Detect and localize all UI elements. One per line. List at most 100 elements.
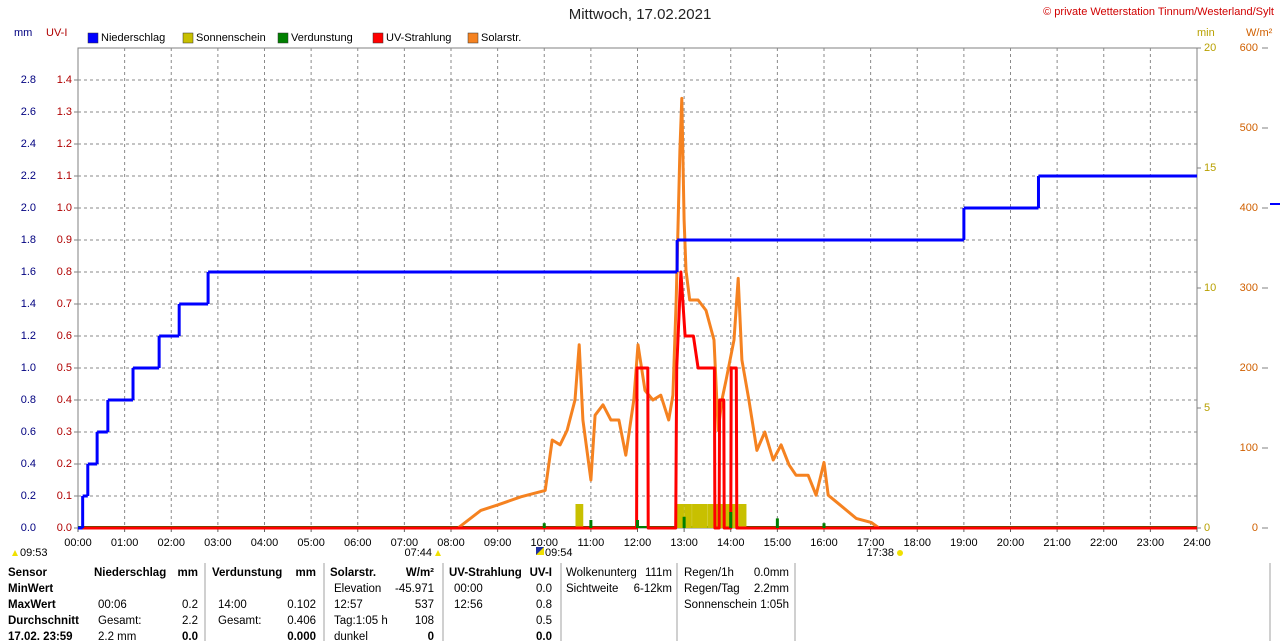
column-header: Solarstr. [330, 567, 376, 579]
series-line [78, 270, 1197, 530]
info-label: Sonnenschein [684, 599, 757, 611]
info-value: 2.2mm [754, 583, 789, 595]
x-tick-label: 04:00 [251, 537, 279, 549]
column-unit: mm [178, 567, 198, 579]
y-tick-label: 200 [1240, 362, 1258, 374]
y-tick-label: 1.1 [57, 170, 72, 182]
bar [738, 504, 747, 528]
x-tick-label: 13:00 [670, 537, 698, 549]
chart-title: Mittwoch, 17.02.2021 [569, 6, 712, 23]
cell-label: 00:06 [98, 599, 127, 611]
y-tick-label: 2.6 [21, 106, 36, 118]
y-tick-label: 1.8 [21, 234, 36, 246]
x-tick-label: 06:00 [344, 537, 372, 549]
y-tick-label: 2.2 [21, 170, 36, 182]
column-header: Niederschlag [94, 567, 166, 579]
cell-value: 0.0 [536, 631, 552, 641]
y-tick-label: 0.5 [57, 362, 72, 374]
cell-value: 0.000 [287, 631, 316, 641]
bar [542, 523, 546, 528]
x-tick-label: 22:00 [1090, 537, 1118, 549]
y-tick-label: 10 [1204, 282, 1216, 294]
cell-label: Elevation [334, 583, 381, 595]
y-tick-label: 1.6 [21, 266, 36, 278]
y-tick-label: 15 [1204, 162, 1216, 174]
info-label: Sichtweite [566, 583, 618, 595]
y-tick-label: 2.0 [21, 202, 36, 214]
y-tick-label: 0.7 [57, 298, 72, 310]
bar [692, 504, 700, 528]
x-tick-label: 07:00 [391, 537, 419, 549]
cell-value: 0.8 [536, 599, 552, 611]
cell-label: Gesamt: [98, 615, 141, 627]
x-tick-label: 21:00 [1043, 537, 1071, 549]
x-tick-label: 01:00 [111, 537, 139, 549]
y-tick-label: 400 [1240, 202, 1258, 214]
copyright: © private Wetterstation Tinnum/Westerlan… [1043, 6, 1274, 18]
x-tick-label: 14:00 [717, 537, 745, 549]
column-unit: W/m² [406, 567, 434, 579]
cell-value: 0.406 [287, 615, 316, 627]
x-tick-label: 20:00 [997, 537, 1025, 549]
bar [699, 504, 708, 528]
x-tick-label: 00:00 [64, 537, 92, 549]
cell-label: 14:00 [218, 599, 247, 611]
x-tick-label: 09:00 [484, 537, 512, 549]
y-tick-label: 0 [1252, 522, 1258, 534]
info-value: 6-12km [634, 583, 672, 595]
legend-label: Verdunstung [291, 32, 353, 44]
y-tick-label: 0.8 [57, 266, 72, 278]
info-label: Regen/Tag [684, 583, 740, 595]
info-value: 0.0mm [754, 567, 789, 579]
legend-label: Sonnenschein [196, 32, 266, 44]
x-tick-label: 24:00 [1183, 537, 1211, 549]
bar [722, 504, 731, 528]
y-tick-label: 0.3 [57, 426, 72, 438]
bar [775, 518, 779, 528]
column-unit: mm [296, 567, 316, 579]
stats-table: Sensor MinWert MaxWert Durchschnitt 17.02. 2… [8, 567, 789, 641]
y-tick-label: 0.9 [57, 234, 72, 246]
row-name: Durchschnitt [8, 615, 79, 627]
cell-label: Gesamt: [218, 615, 261, 627]
y-tick-label: 0.2 [57, 458, 72, 470]
y-axis-label: mm [14, 27, 32, 39]
sunset-icon [897, 550, 903, 556]
moon-icon [536, 547, 544, 555]
y-tick-label: 0.8 [21, 394, 36, 406]
x-tick-label: 23:00 [1137, 537, 1165, 549]
y2-axis-label: UV-I [46, 27, 67, 39]
y-tick-label: 0.6 [57, 330, 72, 342]
y-tick-label: 1.4 [21, 298, 36, 310]
x-tick-label: 17:00 [857, 537, 885, 549]
y-tick-label: 1.2 [57, 138, 72, 150]
bar [729, 512, 733, 528]
cell-value: 2.2 [182, 615, 198, 627]
x-tick-label: 12:00 [624, 537, 652, 549]
cell-label: dunkel [334, 631, 368, 641]
bar [730, 504, 739, 528]
bar [575, 504, 584, 528]
bar [684, 504, 692, 528]
y-tick-label: 0 [1204, 522, 1210, 534]
y-tick-label: 0.0 [57, 522, 72, 534]
x-tick-label: 08:00 [437, 537, 465, 549]
cell-value: 0.0 [182, 631, 198, 641]
bar [707, 504, 716, 528]
y-tick-label: 0.6 [21, 426, 36, 438]
cell-value: 0.5 [536, 615, 552, 627]
row-name: MaxWert [8, 599, 56, 611]
sun-icon [12, 550, 18, 556]
y-tick-label: 0.0 [21, 522, 36, 534]
sunrise-icon [435, 550, 441, 556]
column-unit: UV-I [530, 567, 552, 579]
info-label: Regen/1h [684, 567, 734, 579]
bar [636, 520, 639, 528]
legend-swatch [467, 32, 479, 44]
x-tick-label: 16:00 [810, 537, 838, 549]
legend-swatch [182, 32, 194, 44]
cell-value: 0.0 [536, 583, 552, 595]
legend-swatch [87, 32, 99, 44]
cell-label: Tag:1:05 h [334, 615, 388, 627]
